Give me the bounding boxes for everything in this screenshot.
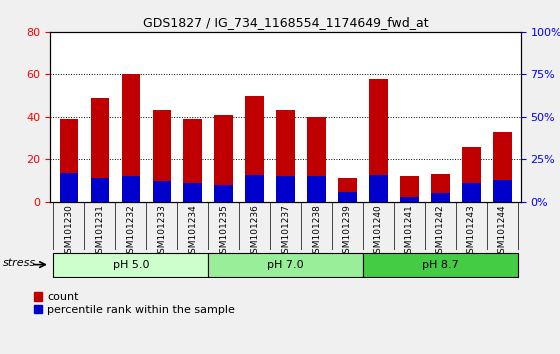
Bar xyxy=(431,174,450,202)
Text: GSM101240: GSM101240 xyxy=(374,204,383,259)
Text: GSM101230: GSM101230 xyxy=(64,204,73,259)
Bar xyxy=(400,176,419,202)
Text: GSM101237: GSM101237 xyxy=(281,204,290,259)
Text: pH 5.0: pH 5.0 xyxy=(113,259,149,270)
Text: GSM101233: GSM101233 xyxy=(157,204,166,259)
Bar xyxy=(184,183,202,202)
Bar xyxy=(91,178,109,202)
Bar xyxy=(214,185,233,202)
Bar xyxy=(307,117,326,202)
Text: GSM101244: GSM101244 xyxy=(498,204,507,259)
Text: GSM101241: GSM101241 xyxy=(405,204,414,259)
Bar xyxy=(431,193,450,202)
Bar xyxy=(60,119,78,202)
Bar xyxy=(462,147,480,202)
Bar xyxy=(493,180,511,202)
Text: GSM101235: GSM101235 xyxy=(219,204,228,259)
Text: pH 7.0: pH 7.0 xyxy=(267,259,304,270)
Text: pH 8.7: pH 8.7 xyxy=(422,259,459,270)
Bar xyxy=(208,253,363,276)
Bar xyxy=(400,197,419,202)
Bar xyxy=(369,79,388,202)
Bar xyxy=(307,176,326,202)
Bar xyxy=(245,175,264,202)
Legend: count, percentile rank within the sample: count, percentile rank within the sample xyxy=(34,292,235,315)
Bar xyxy=(184,119,202,202)
Text: GSM101231: GSM101231 xyxy=(95,204,104,259)
Text: GSM101232: GSM101232 xyxy=(127,204,136,259)
Bar xyxy=(338,178,357,202)
Bar xyxy=(245,96,264,202)
Bar xyxy=(152,181,171,202)
Title: GDS1827 / IG_734_1168554_1174649_fwd_at: GDS1827 / IG_734_1168554_1174649_fwd_at xyxy=(143,16,428,29)
Bar xyxy=(54,253,208,276)
Bar xyxy=(122,176,140,202)
Text: GSM101243: GSM101243 xyxy=(467,204,476,259)
Bar xyxy=(369,175,388,202)
Text: GSM101239: GSM101239 xyxy=(343,204,352,259)
Text: GSM101234: GSM101234 xyxy=(188,204,197,259)
Text: stress: stress xyxy=(2,258,36,268)
Bar xyxy=(122,74,140,202)
Bar xyxy=(462,183,480,202)
Bar xyxy=(493,132,511,202)
Bar xyxy=(276,176,295,202)
Bar xyxy=(363,253,517,276)
Bar xyxy=(276,110,295,202)
Bar xyxy=(338,192,357,202)
Bar xyxy=(152,110,171,202)
Text: GSM101236: GSM101236 xyxy=(250,204,259,259)
Text: GSM101242: GSM101242 xyxy=(436,204,445,259)
Bar xyxy=(214,115,233,202)
Bar xyxy=(91,98,109,202)
Text: GSM101238: GSM101238 xyxy=(312,204,321,259)
Bar xyxy=(60,173,78,202)
